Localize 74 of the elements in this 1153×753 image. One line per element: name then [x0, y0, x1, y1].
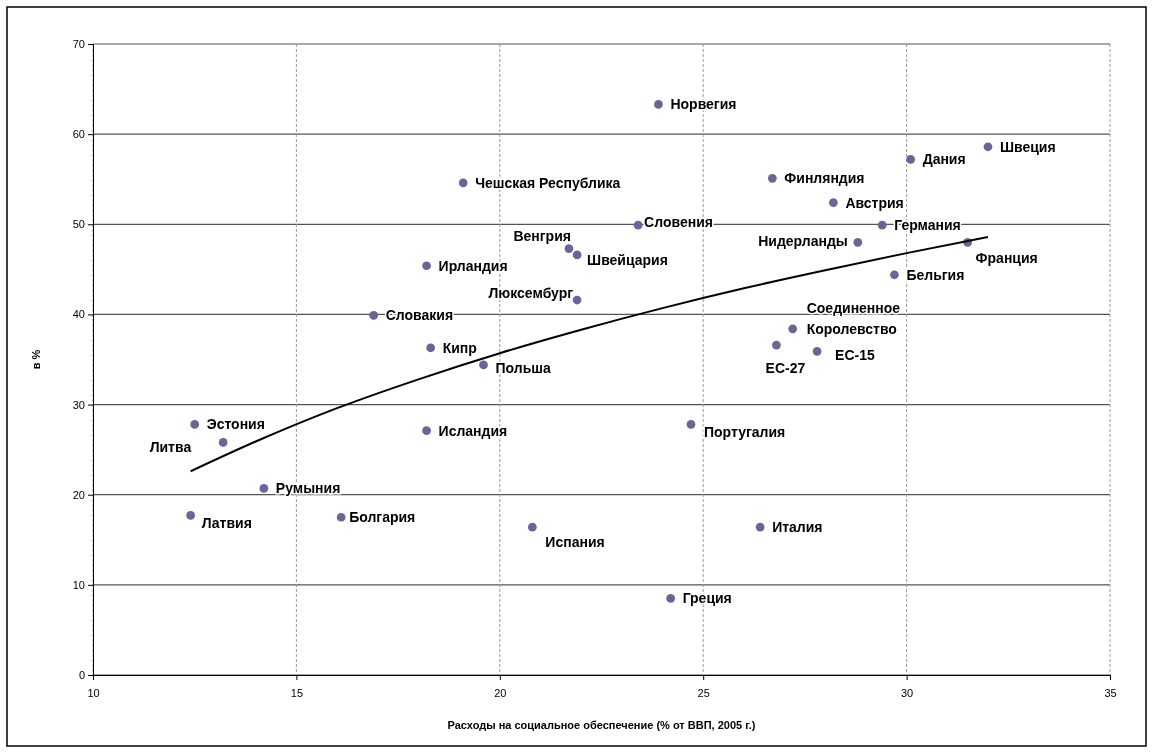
annotation: Венгрия	[513, 227, 571, 244]
point	[218, 438, 228, 447]
point	[369, 310, 379, 320]
point	[666, 594, 676, 603]
point	[633, 220, 643, 230]
point	[788, 324, 798, 334]
y-tick-label: 60	[72, 128, 85, 141]
annotation: Бельгия	[906, 266, 965, 283]
point	[812, 347, 822, 356]
annotation: ЕС-27	[765, 360, 806, 377]
point	[772, 340, 781, 350]
annotation: Испания	[545, 534, 605, 551]
annotation: Соединенное Королевство	[806, 299, 901, 337]
annotation: Португалия	[704, 424, 786, 441]
annotation: Кипр	[442, 339, 477, 356]
x-tick-label: 30	[900, 687, 914, 700]
point	[259, 484, 269, 493]
annotation: Болгария	[349, 509, 416, 526]
x-tick-label: 15	[290, 687, 304, 700]
point	[654, 100, 663, 109]
x-tick-label: 10	[87, 687, 100, 700]
x-tick-label: 25	[697, 687, 710, 700]
x-tick-label: 35	[1104, 687, 1117, 700]
annotation: Швейцария	[587, 251, 668, 268]
annotation: Греция	[682, 590, 732, 607]
annotation: ЕС-15	[835, 347, 875, 364]
y-tick-label: 50	[72, 218, 85, 231]
point	[186, 511, 195, 520]
x-tick-label: 20	[494, 687, 507, 700]
point	[767, 173, 777, 183]
annotation: Латвия	[201, 515, 252, 532]
annotation: Румыния	[275, 480, 341, 497]
x-axis-title: Расходы на социальное обеспечение (% от ВВП, 2005 г.)	[447, 719, 756, 731]
annotation: Нидерланды	[758, 233, 848, 250]
annotation: Эстония	[206, 416, 265, 433]
annotation: Чешская Республика	[475, 174, 621, 191]
annotation: Исландия	[438, 422, 508, 439]
annotation: Польша	[495, 359, 551, 376]
point	[829, 198, 838, 208]
annotation: Швеция	[999, 138, 1056, 155]
y-tick-label: 40	[72, 308, 85, 321]
annotation: Литва	[149, 439, 192, 456]
annotation: Франция	[975, 250, 1038, 267]
point	[890, 270, 899, 280]
point	[983, 142, 993, 152]
annotation: Дания	[922, 151, 966, 168]
annotation: Люксембург	[488, 285, 574, 302]
point	[479, 360, 488, 370]
point	[853, 237, 863, 247]
point	[422, 261, 431, 271]
point	[527, 522, 537, 532]
point	[877, 220, 887, 230]
point	[572, 250, 582, 260]
point	[190, 420, 200, 429]
point	[686, 420, 696, 429]
annotation: Австрия	[845, 194, 904, 211]
point	[572, 295, 582, 305]
point	[336, 512, 346, 522]
y-tick-label: 10	[72, 578, 85, 591]
point	[564, 244, 574, 253]
annotation: Ирландия	[438, 257, 508, 274]
point	[458, 178, 468, 188]
y-tick-label: 70	[72, 38, 85, 51]
y-tick-label: 0	[78, 669, 85, 682]
y-axis-title: в %	[30, 349, 42, 370]
point	[755, 522, 765, 532]
annotation: Финляндия	[784, 170, 865, 187]
point	[906, 155, 916, 164]
y-tick-label: 20	[72, 488, 85, 501]
point	[422, 426, 431, 436]
y-tick-label: 30	[72, 398, 85, 411]
point	[426, 343, 436, 353]
annotation: Италия	[772, 519, 823, 536]
annotation: Норвегия	[670, 96, 737, 113]
